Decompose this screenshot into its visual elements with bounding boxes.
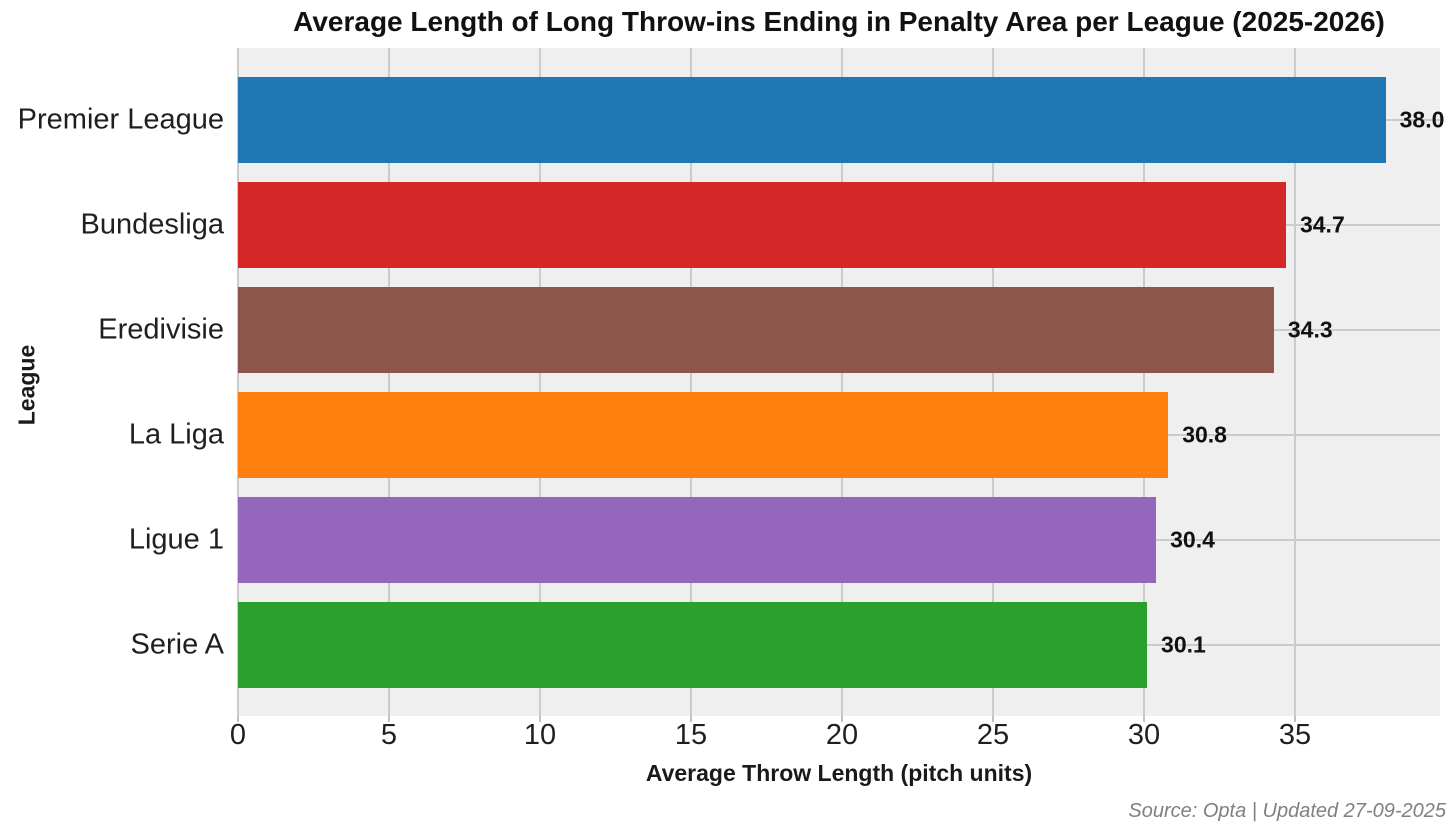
value-label: 34.3 (1287, 316, 1333, 343)
bar-eredivisie (238, 287, 1274, 373)
x-tick-label: 25 (976, 719, 1010, 751)
x-tick-label: 0 (229, 719, 247, 751)
category-label: Premier League (17, 103, 224, 136)
bar-bundesliga (238, 182, 1286, 268)
chart-title: Average Length of Long Throw-ins Ending … (293, 6, 1385, 37)
y-axis-title: League (13, 344, 40, 426)
x-tick-mark (539, 716, 541, 722)
x-gridline (841, 48, 844, 716)
x-tick-label: 5 (380, 719, 398, 751)
value-label: 34.7 (1299, 211, 1345, 238)
category-label: Eredivisie (98, 313, 224, 346)
x-tick-mark (1143, 716, 1146, 722)
plot-area (237, 48, 1440, 716)
category-label: Bundesliga (80, 208, 225, 241)
x-axis-title: Average Throw Length (pitch units) (645, 760, 1033, 786)
x-tick-label: 30 (1127, 719, 1161, 751)
x-tick-mark (237, 716, 239, 722)
value-label: 38.0 (1399, 106, 1445, 133)
x-tick-mark (841, 716, 844, 722)
bar-ligue-1 (238, 497, 1157, 583)
x-gridline (1294, 48, 1297, 716)
x-gridline (690, 48, 692, 716)
value-label: 30.4 (1170, 526, 1215, 553)
x-tick-label: 35 (1278, 719, 1312, 751)
bar-premier-league (238, 77, 1386, 163)
category-label: Serie A (130, 628, 225, 661)
x-gridline (388, 48, 390, 716)
category-label: Ligue 1 (128, 523, 224, 556)
source-note: Source: Opta | Updated 27-09-2025 (1128, 800, 1446, 822)
x-tick-mark (388, 716, 390, 722)
category-label: La Liga (128, 418, 224, 451)
x-gridline (992, 48, 995, 716)
x-tick-label: 20 (825, 719, 859, 751)
x-gridline (237, 48, 239, 716)
x-tick-mark (992, 716, 995, 722)
x-gridline (1143, 48, 1146, 716)
bar-la-liga (238, 392, 1169, 478)
value-label: 30.8 (1182, 421, 1227, 448)
x-tick-mark (690, 716, 692, 722)
x-tick-mark (1294, 716, 1297, 722)
x-gridline (539, 48, 541, 716)
bar-serie-a (238, 602, 1148, 688)
value-label: 30.1 (1161, 631, 1206, 658)
x-tick-label: 15 (674, 719, 708, 751)
x-tick-label: 10 (523, 719, 557, 751)
